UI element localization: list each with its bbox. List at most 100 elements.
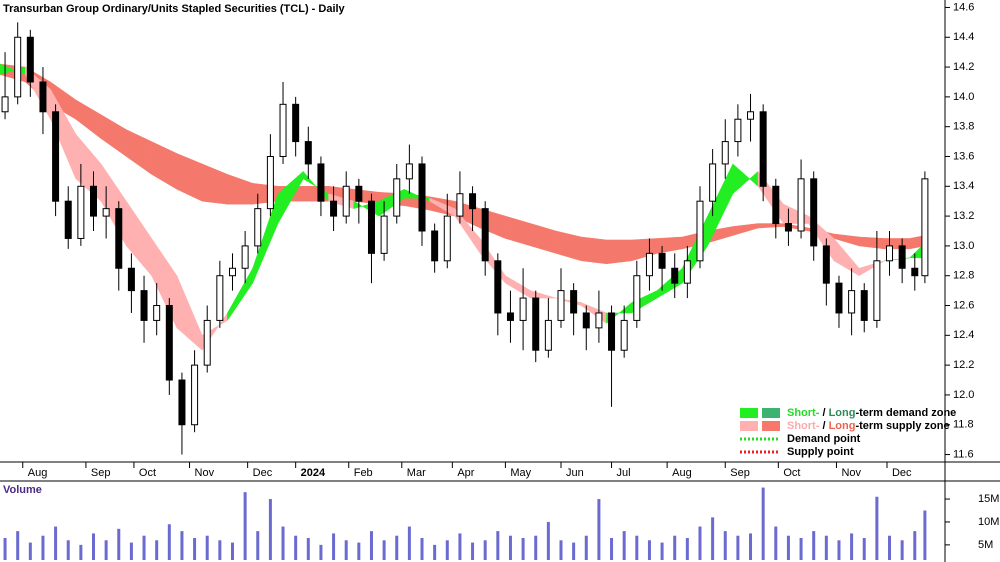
candle-body — [14, 36, 22, 98]
candle-body — [153, 305, 161, 321]
x-tick-label: Dec — [253, 467, 273, 479]
legend-text: / — [819, 407, 828, 419]
volume-bar — [875, 496, 879, 560]
zone-band — [580, 236, 607, 265]
volume-bar — [837, 540, 841, 560]
volume-bar — [230, 542, 234, 560]
legend-label: Short- / Long-term demand zone — [787, 407, 956, 419]
candle-body — [696, 200, 704, 262]
volume-bar — [445, 540, 449, 560]
volume-bar — [572, 542, 576, 560]
volume-bar — [129, 542, 133, 560]
candle-body — [342, 185, 350, 217]
volume-bar — [521, 538, 525, 560]
volume-bar — [799, 538, 803, 560]
x-tick-label: Aug — [28, 467, 48, 479]
volume-bar — [16, 531, 20, 560]
y-tick-label: 14.0 — [953, 91, 974, 103]
candle-body — [39, 81, 47, 113]
candle-body — [380, 215, 388, 254]
plot — [0, 6, 950, 560]
candle-body — [279, 103, 287, 157]
y-tick-label: 5M — [978, 539, 993, 551]
volume-bar — [420, 538, 424, 560]
candle-body — [519, 297, 527, 321]
volume-bar — [117, 528, 121, 560]
volume-bar — [923, 510, 927, 560]
volume-bar — [496, 531, 500, 560]
x-tick-label: Mar — [407, 467, 426, 479]
candle-body — [165, 305, 173, 381]
volume-bar — [155, 540, 159, 560]
candle-body — [1, 96, 9, 113]
legend-text: Short- — [787, 407, 820, 419]
candle-body — [532, 297, 540, 351]
candle-body — [860, 290, 868, 321]
candle-body — [393, 178, 401, 217]
candle-body — [102, 208, 110, 217]
volume-bar — [395, 535, 399, 560]
legend-text: -term supply zone — [855, 420, 949, 432]
volume-bar — [635, 535, 639, 560]
volume-bar — [534, 535, 538, 560]
y-tick-label: 12.8 — [953, 270, 974, 282]
y-tick-label: 14.2 — [953, 61, 974, 73]
candle-body — [921, 178, 929, 277]
candle-body — [216, 275, 224, 321]
panel-title: Volume — [3, 484, 42, 496]
zone-band — [252, 183, 279, 205]
volume-bar — [104, 540, 108, 560]
legend-swatch — [740, 408, 758, 418]
candle-body — [266, 155, 274, 210]
legend-swatch — [740, 421, 758, 431]
volume-bar — [761, 487, 765, 560]
candle-body — [544, 319, 552, 351]
candle-body — [797, 178, 805, 232]
zone-band — [606, 239, 633, 265]
legend-text: / — [819, 420, 828, 432]
volume-bar — [471, 542, 475, 560]
y-tick-label: 15M — [978, 493, 999, 505]
chart-title: Transurban Group Ordinary/Units Stapled … — [3, 3, 346, 15]
volume-bar — [357, 542, 361, 560]
volume-bar — [622, 531, 626, 560]
volume-bar — [268, 499, 272, 560]
y-tick-label: 10M — [978, 516, 999, 528]
volume-bar — [774, 526, 778, 560]
volume-bar — [167, 524, 171, 560]
candle-body — [620, 319, 628, 351]
y-tick-label: 13.8 — [953, 121, 974, 133]
volume-bar — [862, 538, 866, 560]
candle-body — [784, 223, 792, 232]
x-tick-label: 2024 — [301, 467, 326, 479]
volume-bar — [546, 521, 550, 560]
candle-body — [254, 208, 262, 247]
volume-bar — [824, 535, 828, 560]
legend-label: Demand point — [787, 433, 861, 445]
volume-bar — [142, 535, 146, 560]
candle-body — [456, 193, 464, 217]
candle-body — [292, 103, 300, 143]
y-tick-label: 12.4 — [953, 329, 974, 341]
y-tick-label: 12.2 — [953, 359, 974, 371]
volume-bar — [28, 542, 32, 560]
candle-body — [886, 245, 894, 262]
candle-body — [469, 193, 477, 210]
volume-bar — [344, 540, 348, 560]
y-tick-label: 13.4 — [953, 180, 974, 192]
candle-body — [645, 252, 653, 277]
candle-body — [506, 312, 514, 321]
x-tick-label: Apr — [457, 467, 474, 479]
x-tick-label: Oct — [783, 467, 800, 479]
candle-body — [658, 252, 666, 269]
candle-body — [241, 245, 249, 269]
volume-bar — [41, 535, 45, 560]
volume-bar — [92, 533, 95, 560]
x-tick-label: Sep — [730, 467, 750, 479]
candle-body — [747, 111, 755, 120]
volume-bar — [673, 535, 677, 560]
x-tick-label: Nov — [195, 467, 215, 479]
candle-body — [608, 312, 616, 351]
